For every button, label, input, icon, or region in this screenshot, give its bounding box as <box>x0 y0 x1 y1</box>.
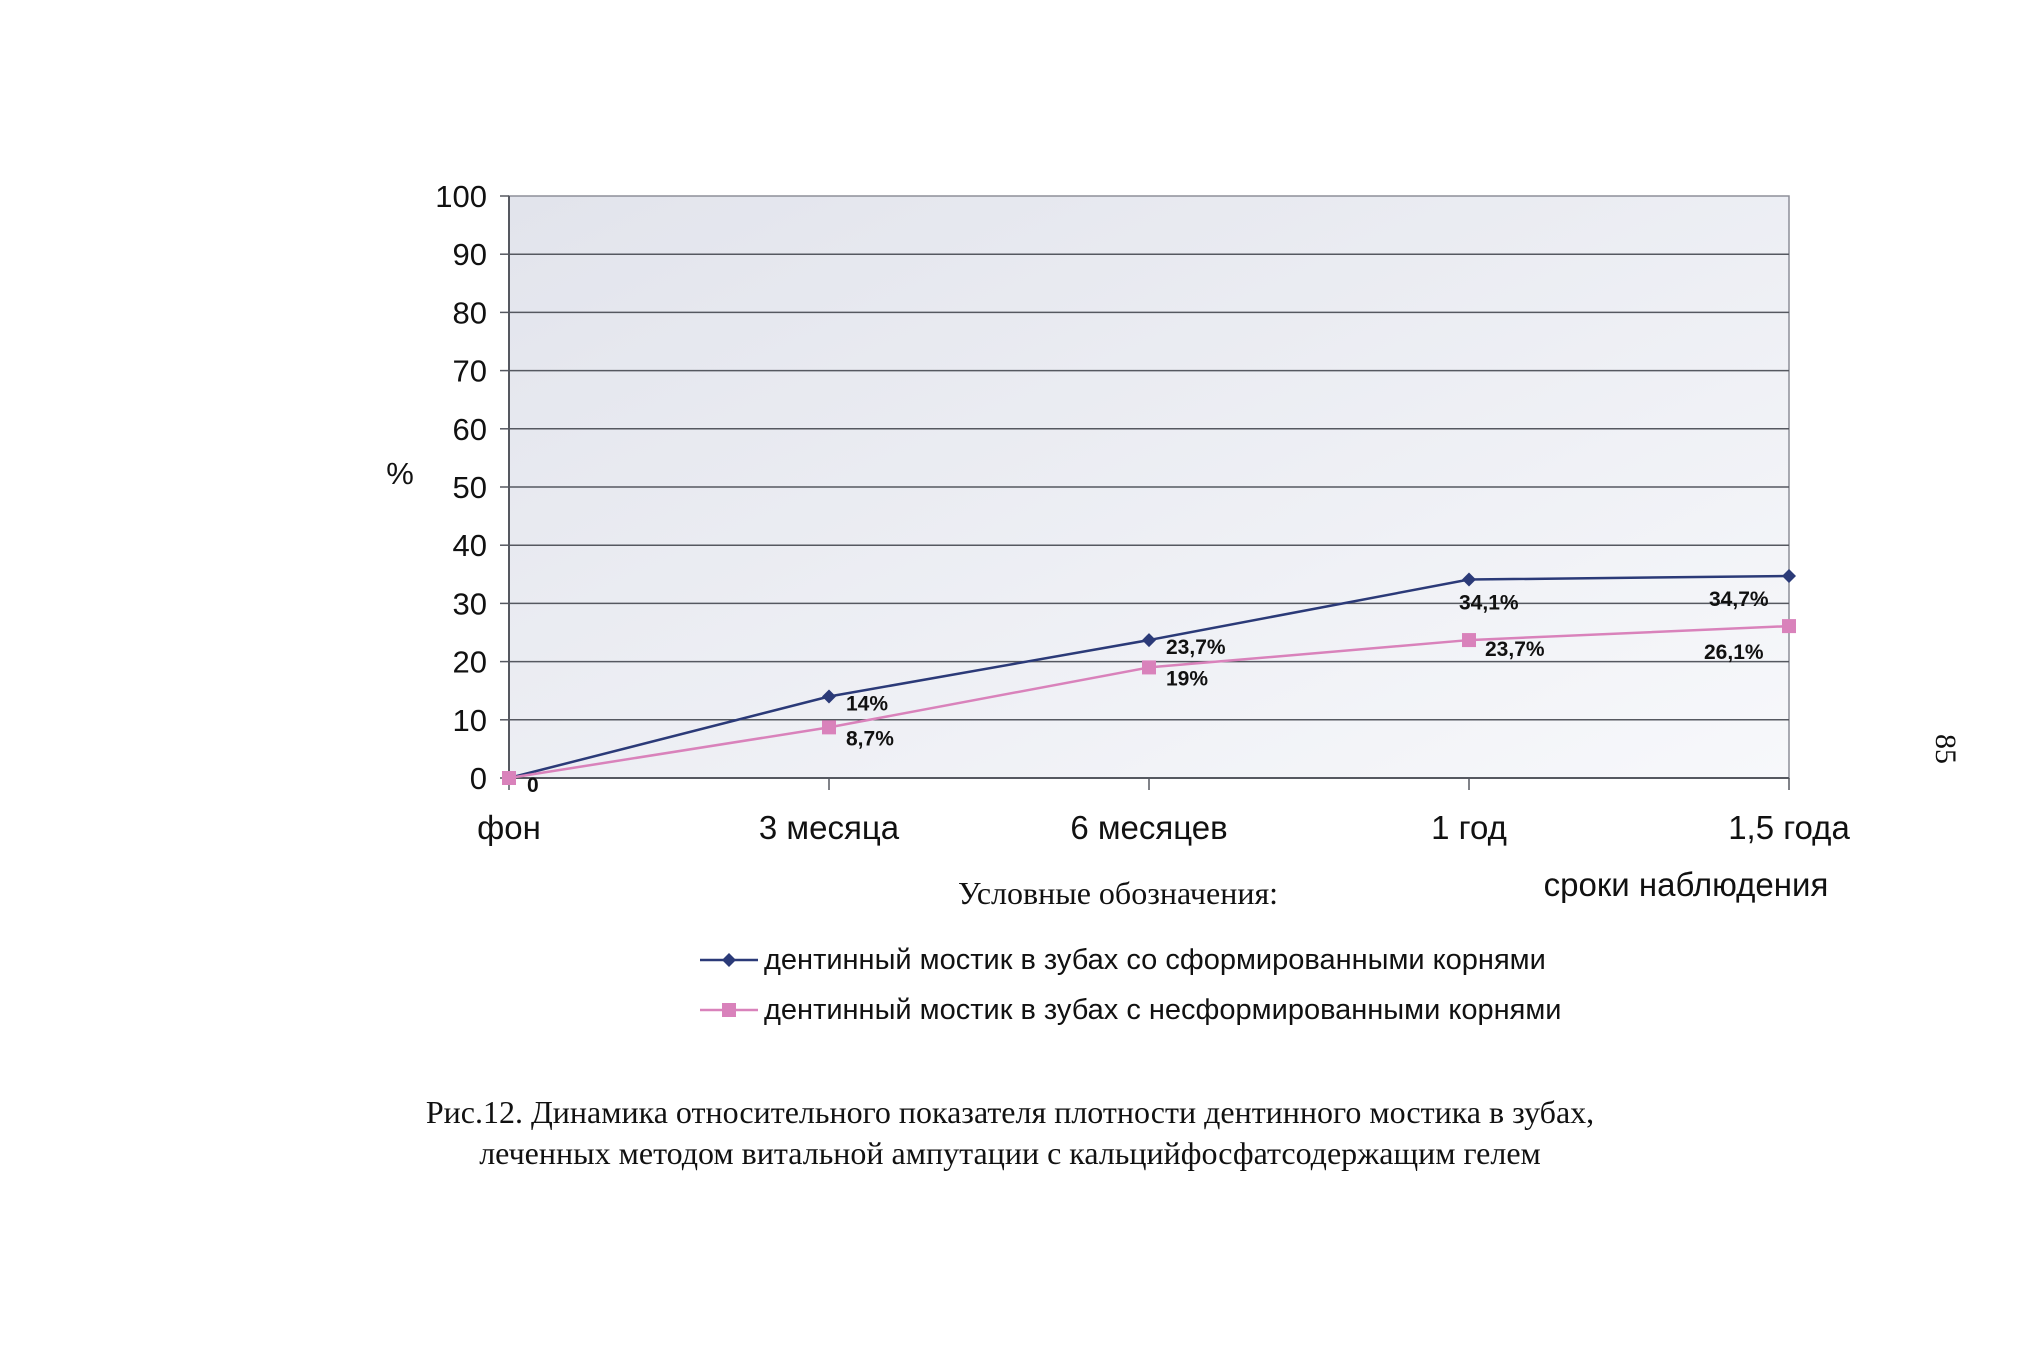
data-point-series-2 <box>1462 633 1476 648</box>
y-tick-label: 50 <box>453 470 487 505</box>
data-label-series-1: 23,7% <box>1166 636 1226 659</box>
data-point-series-1 <box>1462 572 1476 587</box>
y-tick-label: 10 <box>453 703 487 738</box>
y-tick-label: 20 <box>453 645 487 680</box>
figure-caption: Рис.12. Динамика относительного показате… <box>0 1092 2020 1174</box>
data-point-series-2 <box>822 720 836 735</box>
diamond-line-swatch-icon <box>700 953 758 967</box>
legend-label-unformed-roots: дентинный мостик в зубах с несформирован… <box>764 993 1562 1026</box>
data-label-series-2: 19% <box>1166 667 1208 690</box>
y-tick-label: 80 <box>453 295 487 330</box>
legend-item-unformed-roots: дентинный мостик в зубах с несформирован… <box>700 985 1561 1035</box>
legend-label-formed-roots: дентинный мостик в зубах со сформированн… <box>764 943 1546 976</box>
y-tick-label: 60 <box>453 412 487 447</box>
data-point-series-2 <box>1142 660 1156 675</box>
y-tick-label: 30 <box>453 586 487 621</box>
page-number: 85 <box>1929 734 1962 764</box>
data-label-series-1: 34,1% <box>1459 592 1519 615</box>
legend-item-formed-roots: дентинный мостик в зубах со сформированн… <box>700 935 1561 985</box>
legend-caption: Условные обозначения: <box>958 875 1279 911</box>
figure-caption-line-1: Рис.12. Динамика относительного показате… <box>425 1094 1595 1130</box>
y-axis-label: % <box>386 456 414 491</box>
data-label-series-2: 26,1% <box>1704 641 1764 664</box>
square-line-swatch-icon <box>700 1003 758 1017</box>
data-point-series-2 <box>502 771 516 785</box>
data-point-series-2 <box>1782 619 1796 634</box>
figure-caption-line-2: леченных методом витальной ампутации с к… <box>479 1135 1541 1171</box>
data-label-series-1: 14% <box>846 693 888 716</box>
x-tick-label: фон <box>477 809 541 846</box>
x-tick-label: 1,5 года <box>1728 809 1850 846</box>
x-axis-label: сроки наблюдения <box>1544 866 1829 903</box>
data-label-series-2: 23,7% <box>1485 638 1545 661</box>
data-label-series-2: 8,7% <box>846 727 894 750</box>
y-tick-label: 40 <box>453 528 487 563</box>
y-tick-label: 0 <box>470 761 487 796</box>
data-label-series-1: 0 <box>527 774 539 797</box>
x-tick-label: 1 год <box>1431 809 1507 846</box>
x-tick-label: 3 месяца <box>759 809 900 846</box>
data-point-series-1 <box>1782 569 1796 584</box>
legend: дентинный мостик в зубах со сформированн… <box>700 935 1561 1035</box>
data-point-series-1 <box>822 689 836 704</box>
data-point-series-1 <box>1142 633 1156 648</box>
x-tick-label: 6 месяцев <box>1070 809 1227 846</box>
y-tick-label: 90 <box>453 237 487 272</box>
y-tick-label: 100 <box>435 179 487 214</box>
y-tick-label: 70 <box>453 354 487 389</box>
data-label-series-1: 34,7% <box>1709 588 1769 611</box>
